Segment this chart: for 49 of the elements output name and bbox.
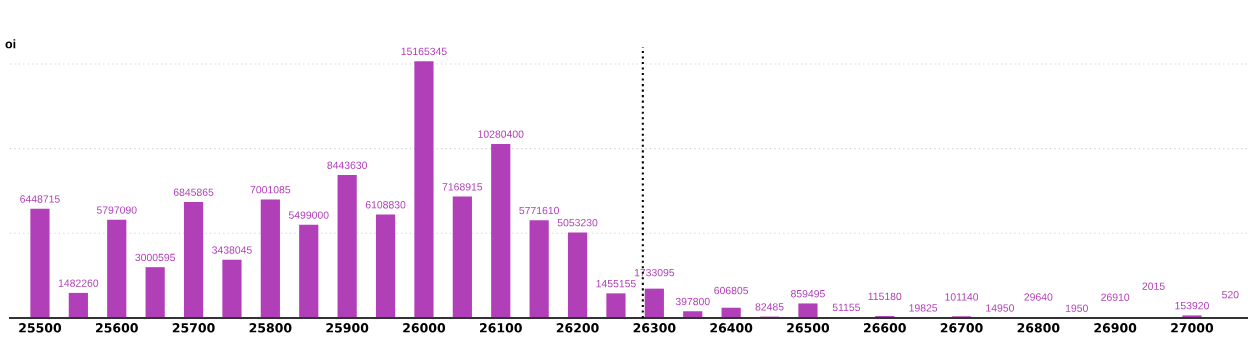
x-tick-label: 26000 bbox=[403, 323, 446, 333]
data-label: 14950 bbox=[986, 304, 1015, 312]
data-label: 8443630 bbox=[327, 161, 368, 169]
x-tick-label: 26400 bbox=[710, 323, 753, 333]
data-label: 7001085 bbox=[250, 185, 291, 194]
data-label: 1733095 bbox=[634, 268, 675, 277]
x-tick-label: 26800 bbox=[1017, 323, 1060, 333]
x-tick-label: 26300 bbox=[633, 323, 676, 333]
data-label: 6108830 bbox=[365, 201, 406, 209]
data-label: 5053230 bbox=[557, 218, 598, 227]
x-tick-label: 25800 bbox=[249, 323, 292, 333]
data-label: 29640 bbox=[1024, 293, 1053, 301]
x-tick-label: 26900 bbox=[1094, 323, 1137, 333]
x-tick-label: 25600 bbox=[96, 323, 138, 333]
x-tick-label: 27000 bbox=[1171, 323, 1214, 333]
data-label: 1950 bbox=[1065, 304, 1088, 312]
data-label: 10280400 bbox=[478, 130, 524, 138]
data-label: 6448715 bbox=[20, 195, 60, 203]
data-label: 397800 bbox=[675, 297, 710, 306]
data-label: 3000595 bbox=[135, 253, 175, 262]
data-label: 7168915 bbox=[442, 183, 483, 191]
data-label: 51155 bbox=[832, 303, 860, 312]
chart-title: oi bbox=[5, 39, 16, 49]
data-label: 6845865 bbox=[173, 188, 214, 196]
data-label: 19825 bbox=[909, 304, 938, 312]
x-tick-label: 25500 bbox=[19, 323, 62, 333]
x-tick-label: 26600 bbox=[863, 323, 906, 333]
data-label: 115180 bbox=[868, 292, 902, 301]
data-label: 5499000 bbox=[288, 211, 329, 219]
x-tick-label: 25900 bbox=[326, 323, 369, 333]
data-label: 82485 bbox=[755, 303, 784, 311]
data-label: 2015 bbox=[1142, 282, 1165, 290]
data-label: 101140 bbox=[945, 293, 979, 301]
data-label: 1482260 bbox=[58, 279, 99, 287]
data-label: 3438045 bbox=[212, 246, 252, 254]
data-label: 5771610 bbox=[519, 206, 560, 215]
x-tick-label: 26200 bbox=[556, 323, 599, 333]
x-tick-label: 25700 bbox=[172, 323, 215, 333]
data-label: 153920 bbox=[1175, 301, 1209, 310]
x-tick-label: 26500 bbox=[787, 323, 830, 333]
data-label: 1455155 bbox=[596, 280, 636, 288]
x-tick-label: 26700 bbox=[940, 323, 983, 333]
data-label: 520 bbox=[1222, 290, 1239, 299]
data-label: 15165345 bbox=[401, 47, 447, 56]
data-label: 5797090 bbox=[96, 206, 137, 214]
data-label: 859495 bbox=[791, 290, 825, 298]
data-label: 606805 bbox=[714, 286, 749, 295]
data-label: 26910 bbox=[1101, 293, 1130, 301]
x-tick-label: 26100 bbox=[479, 323, 522, 333]
